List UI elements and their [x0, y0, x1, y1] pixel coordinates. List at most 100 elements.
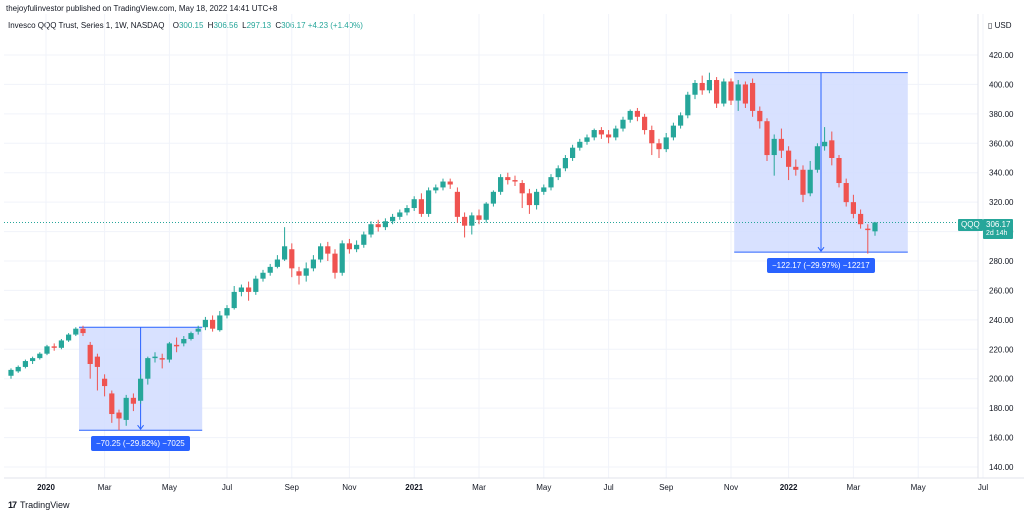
measure-arrow-head	[137, 424, 144, 431]
candle-body	[699, 82, 705, 91]
candle-body	[620, 119, 626, 129]
candle	[706, 72, 712, 94]
candle-body	[469, 215, 475, 226]
candle	[771, 134, 777, 176]
candle	[73, 327, 79, 337]
candle	[44, 344, 50, 356]
chart-legend: Invesco QQQ Trust, Series 1, 1W, NASDAQ …	[8, 21, 363, 30]
candle	[454, 187, 460, 223]
y-tick-label: 320.00	[989, 198, 1014, 207]
candle	[102, 374, 108, 397]
candle	[37, 352, 43, 360]
legend-symbol: Invesco QQQ Trust, Series 1, 1W, NASDAQ	[8, 21, 165, 30]
currency-button[interactable]: ▯ USD	[988, 21, 1012, 30]
x-tick-label: Nov	[724, 483, 738, 492]
candle-body	[670, 125, 676, 138]
candle	[829, 131, 835, 166]
candle-body	[303, 268, 309, 276]
candle	[822, 127, 828, 151]
candle-body	[274, 259, 280, 267]
candle	[116, 409, 122, 431]
candle-body	[685, 94, 691, 116]
candle	[123, 394, 129, 426]
candle	[757, 106, 763, 129]
x-tick-label: Mar	[847, 483, 861, 492]
candle	[296, 266, 302, 285]
candle-body	[606, 134, 612, 138]
candle-body	[807, 169, 813, 194]
candle	[577, 138, 583, 151]
last-price-value: 306.17	[986, 220, 1011, 229]
y-tick-label: 240.00	[989, 316, 1014, 325]
candle-body	[382, 221, 388, 228]
y-tick-label: 420.00	[989, 51, 1014, 60]
candle-body	[678, 115, 684, 126]
x-tick-label: Jul	[978, 483, 988, 492]
candle-body	[829, 140, 835, 158]
legend-close-value: 306.17 +4.23 (+1.40%)	[281, 21, 363, 30]
candle-body	[87, 344, 93, 364]
candle	[195, 325, 201, 335]
candle	[188, 331, 194, 341]
candle-body	[188, 333, 194, 339]
price-axis: 140.00 160.00 180.00 200.00 220.00 240.00 260.…	[4, 14, 1024, 479]
candle-body	[253, 278, 259, 292]
candle-body	[483, 203, 489, 220]
tradingview-logo[interactable]: 17 TradingView	[8, 500, 70, 510]
candle	[375, 219, 381, 232]
candle	[807, 160, 813, 197]
candle	[505, 172, 511, 185]
bar-time-left: 2d 14h	[986, 230, 1008, 237]
x-tick-label: 2022	[780, 483, 798, 492]
candle	[591, 128, 597, 141]
candle-body	[642, 116, 648, 131]
candle	[548, 174, 554, 191]
candle-body	[663, 137, 669, 150]
candle	[339, 240, 345, 276]
candle	[476, 209, 482, 225]
candle-body	[390, 216, 396, 222]
candle-body	[440, 181, 446, 188]
candle-body	[404, 208, 410, 213]
candle	[634, 107, 640, 122]
y-tick-label: 380.00	[989, 110, 1014, 119]
candle-body	[145, 358, 151, 379]
legend-high-value: 306.56	[213, 21, 238, 30]
candle	[181, 336, 187, 347]
y-tick-label: 360.00	[989, 139, 1014, 148]
candle	[721, 78, 727, 107]
candle	[620, 116, 626, 132]
candle	[483, 202, 489, 223]
candle	[728, 78, 734, 106]
x-tick-label: Mar	[98, 483, 112, 492]
candle-body	[476, 215, 482, 220]
candle	[836, 155, 842, 188]
candle-body	[577, 141, 583, 148]
candle-body	[721, 81, 727, 104]
candle-body	[66, 334, 72, 341]
candle-body	[541, 187, 547, 192]
candle	[426, 187, 432, 217]
candle	[217, 311, 223, 332]
candle	[598, 127, 604, 139]
candle-body	[159, 358, 165, 360]
candle-body	[865, 228, 871, 231]
candle-body	[433, 187, 439, 191]
candle-body	[512, 180, 518, 182]
candle	[411, 196, 417, 211]
candle-body	[656, 143, 662, 150]
candle-body	[80, 328, 86, 334]
candle	[361, 231, 367, 248]
candle	[87, 341, 93, 379]
candle	[778, 128, 784, 158]
candle	[584, 134, 590, 145]
candle	[742, 81, 748, 108]
candle-body	[296, 271, 302, 276]
candle-body	[591, 130, 597, 138]
candle-body	[332, 253, 338, 273]
candle	[224, 305, 230, 319]
x-tick-label: May	[911, 483, 926, 492]
candle-body	[15, 366, 21, 372]
candle	[274, 255, 280, 269]
candle	[490, 190, 496, 207]
